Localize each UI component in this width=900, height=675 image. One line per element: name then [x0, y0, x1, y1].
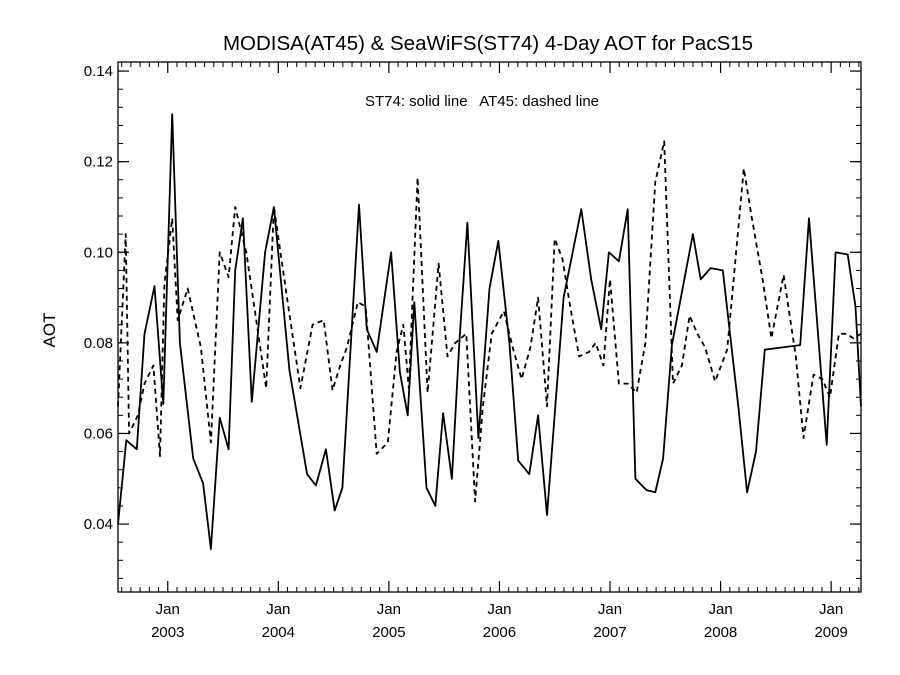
y-tick-label: 0.06	[84, 425, 113, 442]
x-tick-month: Jan	[156, 601, 180, 618]
y-axis-label: AOT	[40, 313, 59, 348]
x-tick-month: Jan	[266, 601, 290, 618]
x-tick-year: 2006	[483, 624, 516, 641]
x-tick-year: 2007	[593, 624, 626, 641]
chart-title: MODISA(AT45) & SeaWiFS(ST74) 4-Day AOT f…	[223, 32, 753, 55]
x-tick-month: Jan	[598, 601, 622, 618]
x-tick-year: 2003	[151, 624, 184, 641]
x-tick-labels: Jan 2003 Jan 2004 Jan 2005 Jan 2006 Jan 2007 Jan 20…	[151, 601, 848, 641]
series-style-annotation: ST74: solid line AT45: dashed line	[365, 93, 599, 110]
series-line-at45	[117, 140, 862, 503]
y-tick-label: 0.12	[84, 154, 113, 171]
x-tick-month: Jan	[819, 601, 843, 618]
series-line-st74	[117, 113, 862, 550]
y-tick-label: 0.04	[84, 516, 113, 533]
x-tick-month: Jan	[708, 601, 732, 618]
x-tick-year: 2009	[814, 624, 847, 641]
y-tick-labels: 0.04 0.06 0.08 0.10 0.12 0.14	[84, 63, 113, 533]
x-tick-year: 2008	[704, 624, 737, 641]
x-tick-month: Jan	[487, 601, 511, 618]
plot-frame	[117, 61, 862, 593]
y-tick-label: 0.10	[84, 244, 113, 261]
x-tick-year: 2005	[372, 624, 405, 641]
x-tick-year: 2004	[262, 624, 295, 641]
y-tick-label: 0.14	[84, 63, 113, 80]
axis-ticks	[118, 62, 861, 592]
x-tick-month: Jan	[377, 601, 401, 618]
series-lines	[117, 113, 862, 550]
y-tick-label: 0.08	[84, 335, 113, 352]
